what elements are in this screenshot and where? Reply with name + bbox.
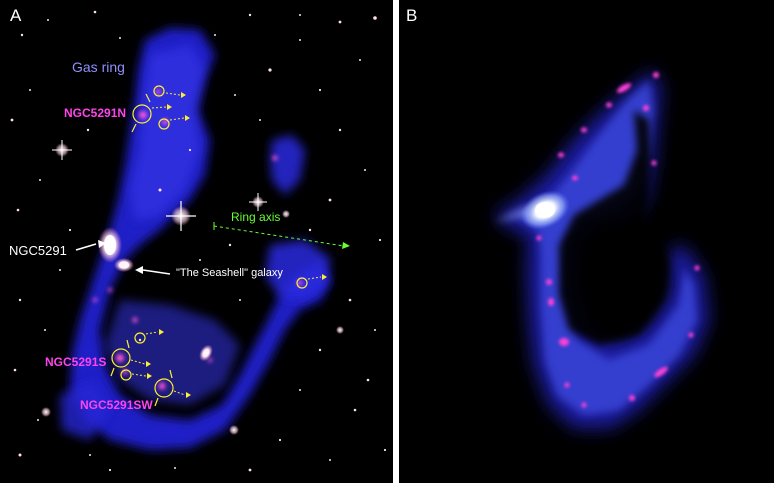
marker-circle	[120, 369, 132, 381]
marker-circle	[134, 332, 146, 344]
galaxy-core	[494, 190, 570, 230]
ngc5291sw-label: NGC5291SW	[80, 398, 153, 412]
star-field	[10, 10, 387, 472]
ngc5291-galaxy	[98, 227, 122, 263]
marker-circle	[154, 369, 174, 407]
marker-circle	[296, 277, 308, 289]
marker-circle	[153, 85, 165, 97]
seashell-label: "The Seashell" galaxy	[176, 267, 283, 279]
panel-divider	[393, 0, 399, 483]
ring-axis-label: Ring axis	[231, 210, 281, 224]
ngc5291s-label: NGC5291S	[45, 355, 107, 369]
marker-circle	[110, 339, 131, 377]
seashell-galaxy	[114, 258, 134, 272]
panel-b-scene	[494, 70, 709, 428]
gas-ring	[60, 28, 330, 450]
bright-star	[41, 210, 344, 435]
bright-star	[52, 140, 72, 160]
pointer-arrows	[75, 240, 171, 275]
marker-circle	[131, 93, 152, 133]
ngc5291-label: NGC5291	[9, 243, 67, 258]
panel-b-letter: B	[406, 6, 418, 25]
ngc5291n-label: NGC5291N	[64, 106, 127, 120]
panel-a-image: A Gas ring NGC5291N NGC5291 "The Seashel…	[0, 0, 393, 483]
velocity-arrows	[130, 92, 327, 398]
bright-star	[166, 201, 196, 231]
panel-a-scene	[10, 10, 387, 472]
marker-circle	[158, 118, 170, 130]
bright-star	[249, 193, 267, 211]
panel-b-image: B	[399, 0, 774, 483]
gas-ring-label: Gas ring	[72, 59, 125, 75]
minor-galaxy	[199, 344, 213, 362]
ring-knots	[536, 72, 700, 408]
star-forming-knots	[93, 89, 303, 390]
ring-axis-line	[213, 222, 350, 249]
panel-a-letter: A	[10, 6, 22, 25]
simulated-ring	[494, 70, 709, 428]
dwarf-markers	[110, 85, 308, 407]
